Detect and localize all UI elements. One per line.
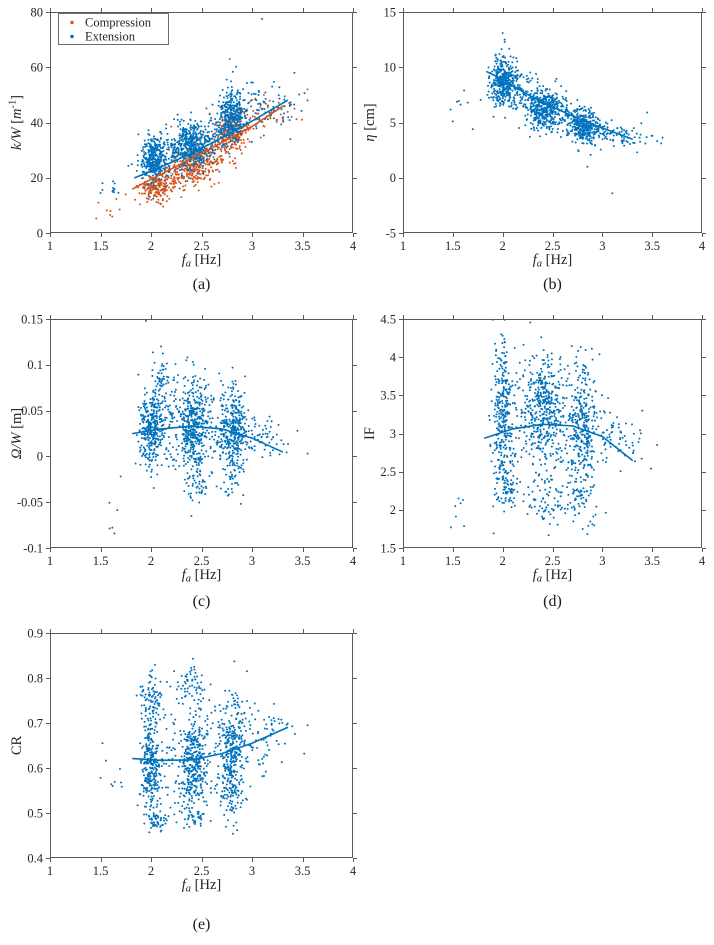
scatter-plot-e xyxy=(0,620,357,912)
empty-cell xyxy=(357,620,714,945)
panel-e-caption: (e) xyxy=(192,916,211,933)
panel-a: (a) xyxy=(0,0,357,302)
panel-b-caption: (b) xyxy=(543,276,562,293)
panel-d-caption: (d) xyxy=(543,593,562,610)
panel-c: (c) xyxy=(0,302,357,620)
panel-a-caption: (a) xyxy=(192,276,211,293)
panel-d: (d) xyxy=(357,302,714,620)
panel-c-caption: (c) xyxy=(192,593,211,610)
panel-e: (e) xyxy=(0,620,357,945)
scatter-plot-d xyxy=(357,302,714,590)
scatter-plot-a xyxy=(0,0,357,272)
scatter-plot-c xyxy=(0,302,357,590)
scatter-plot-b xyxy=(357,0,714,272)
panel-b: (b) xyxy=(357,0,714,302)
